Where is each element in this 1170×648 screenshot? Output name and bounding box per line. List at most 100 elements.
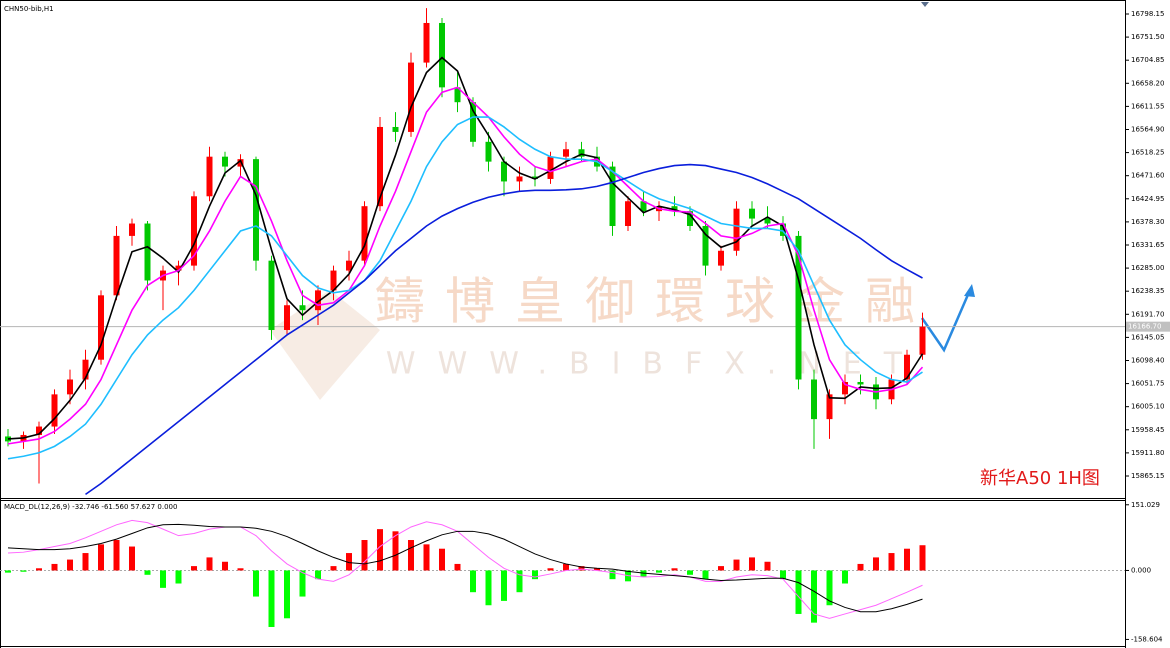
y-tick-label: 16331.65 bbox=[1131, 241, 1164, 249]
indicator-line bbox=[7, 86, 924, 445]
candle-body bbox=[842, 381, 848, 395]
current-price-box bbox=[1126, 321, 1170, 332]
watermark-logo bbox=[270, 290, 380, 400]
histogram-bar bbox=[904, 548, 910, 571]
histogram-bar bbox=[392, 531, 399, 571]
histogram-bar bbox=[237, 568, 244, 571]
histogram-bar bbox=[718, 566, 724, 571]
histogram-bar bbox=[501, 570, 507, 601]
candle-body bbox=[82, 359, 89, 380]
y-tick-label: 16378.30 bbox=[1131, 218, 1164, 226]
histogram-bar bbox=[377, 529, 383, 571]
y-tick-label: 151.029 bbox=[1131, 501, 1160, 509]
candle-body bbox=[749, 208, 755, 219]
candle-body bbox=[36, 426, 42, 435]
histogram-bar bbox=[687, 570, 693, 575]
candle-body bbox=[578, 149, 585, 157]
candle-body bbox=[330, 270, 337, 291]
candle-body bbox=[284, 305, 290, 330]
y-tick-label: 16751.50 bbox=[1131, 33, 1164, 41]
histogram-bar bbox=[578, 566, 585, 571]
candle-body bbox=[253, 159, 259, 261]
histogram-bar bbox=[640, 570, 647, 577]
histogram-bar bbox=[191, 566, 197, 571]
y-tick-label: 15958.45 bbox=[1131, 426, 1164, 434]
y-tick-label: 16564.90 bbox=[1131, 125, 1164, 133]
y-tick-label: 16611.55 bbox=[1131, 102, 1164, 110]
current-price-label: 16166.70 bbox=[1128, 323, 1161, 331]
candle-body bbox=[625, 201, 631, 226]
candle-body bbox=[687, 211, 693, 226]
y-tick-label: 16098.40 bbox=[1131, 356, 1164, 364]
candle-body bbox=[795, 235, 802, 380]
shift-marker bbox=[921, 2, 929, 7]
histogram-bar bbox=[284, 570, 290, 619]
candle-body bbox=[857, 381, 864, 385]
histogram-bar bbox=[702, 570, 709, 580]
y-tick-label: 16285.00 bbox=[1131, 264, 1164, 272]
histogram-bar bbox=[454, 563, 461, 571]
candle-body bbox=[609, 166, 616, 226]
y-tick-label: 16798.15 bbox=[1131, 10, 1164, 18]
candle-body bbox=[501, 161, 507, 182]
histogram-bar bbox=[733, 559, 740, 571]
histogram-bar bbox=[144, 570, 151, 575]
candle-body bbox=[454, 87, 461, 103]
histogram-bar bbox=[222, 561, 228, 571]
candle-body bbox=[98, 295, 104, 360]
candle-body bbox=[67, 379, 73, 395]
histogram-bar bbox=[919, 545, 926, 571]
histogram-bar bbox=[656, 570, 662, 573]
indicator-line bbox=[7, 519, 923, 619]
histogram-bar bbox=[20, 570, 27, 572]
candle-body bbox=[811, 379, 817, 420]
candle-body bbox=[826, 394, 833, 420]
histogram-bar bbox=[516, 570, 523, 593]
candle-body bbox=[904, 354, 910, 380]
y-tick-label: 16424.95 bbox=[1131, 195, 1164, 203]
histogram-bar bbox=[888, 553, 895, 571]
candle-body bbox=[346, 260, 352, 271]
indicator-line bbox=[7, 523, 923, 613]
candle-body bbox=[439, 22, 445, 88]
indicator-line bbox=[7, 116, 923, 460]
histogram-bar bbox=[532, 570, 538, 580]
candle-body bbox=[919, 326, 926, 355]
y-tick-label: 16238.35 bbox=[1131, 287, 1164, 295]
y-tick-label: -158.604 bbox=[1131, 635, 1163, 643]
histogram-bar bbox=[547, 568, 554, 571]
indicator-line bbox=[85, 163, 923, 496]
y-tick-label: 16518.25 bbox=[1131, 149, 1164, 157]
annotation: 新华A50 1H图 bbox=[980, 468, 1100, 489]
candle-body bbox=[129, 223, 135, 236]
histogram-bar bbox=[175, 570, 182, 584]
histogram-bar bbox=[98, 544, 104, 571]
histogram-bar bbox=[439, 548, 445, 571]
candle-body bbox=[733, 208, 740, 251]
histogram-bar bbox=[609, 570, 616, 580]
candle-body bbox=[470, 102, 476, 142]
histogram-bar bbox=[485, 570, 492, 606]
histogram-bar bbox=[160, 570, 166, 588]
histogram-bar bbox=[423, 544, 430, 571]
histogram-bar bbox=[408, 540, 414, 571]
histogram-bar bbox=[253, 570, 259, 597]
macd-title: MACD_DL(12,26,9) -32.746 -61.560 57.627 … bbox=[4, 503, 177, 511]
candle-body bbox=[423, 22, 430, 63]
candle-body bbox=[315, 290, 321, 311]
histogram-bar bbox=[857, 563, 864, 571]
candle-body bbox=[299, 305, 306, 311]
histogram-bar bbox=[129, 546, 135, 571]
candle-body bbox=[51, 394, 58, 427]
histogram-bar bbox=[67, 559, 73, 571]
histogram-bar bbox=[82, 553, 89, 571]
forecast-arrow bbox=[920, 284, 975, 353]
histogram-bar bbox=[361, 540, 368, 571]
candle-body bbox=[485, 141, 492, 162]
candle-body bbox=[408, 62, 414, 132]
candle-body bbox=[206, 156, 213, 197]
histogram-bar bbox=[811, 570, 817, 623]
histogram-bar bbox=[764, 561, 771, 571]
